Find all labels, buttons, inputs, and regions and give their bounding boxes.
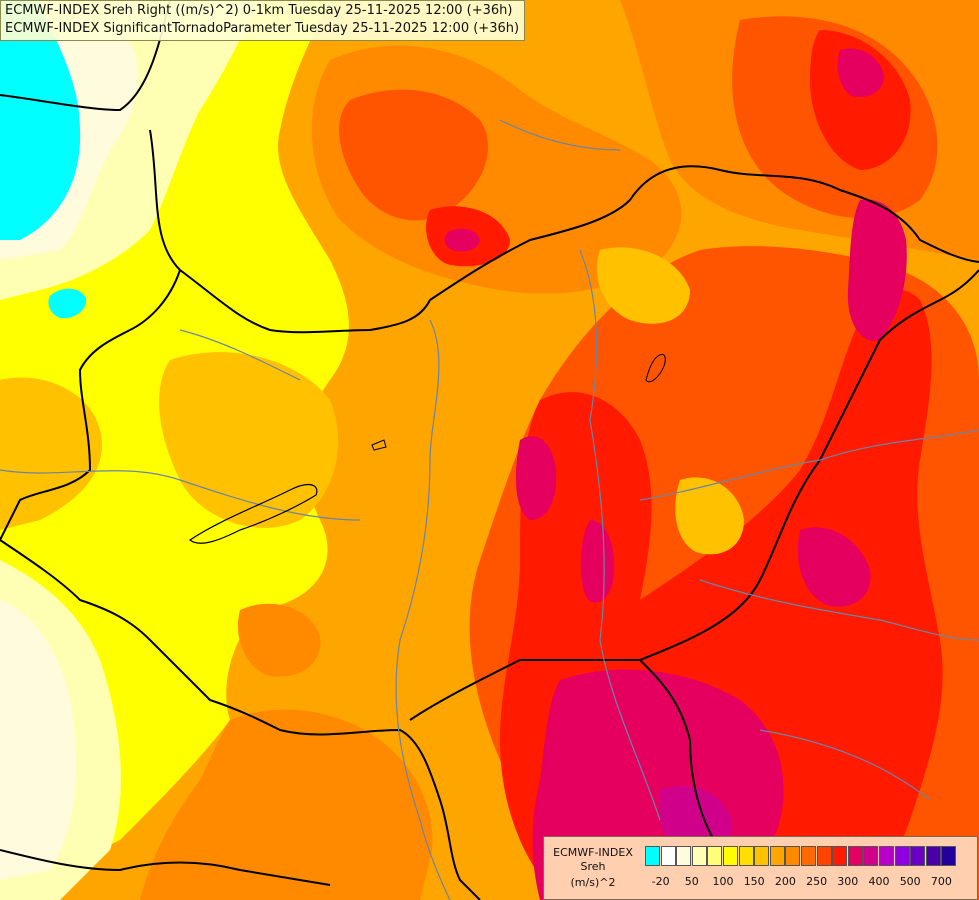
legend-swatch [879, 846, 894, 866]
field-crimson-center [515, 436, 557, 520]
title-line-sreh: ECMWF-INDEX Sreh Right ((m/s)^2) 0-1km T… [5, 3, 513, 18]
field-red-orange-north [339, 89, 489, 221]
legend-tick-label: 200 [774, 875, 796, 888]
legend-swatch [645, 846, 660, 866]
legend-swatch [910, 846, 926, 866]
river-4 [639, 429, 979, 501]
border-southeast [0, 849, 331, 886]
legend-swatch [832, 846, 848, 866]
rivers [0, 119, 979, 900]
field-cream-sw [0, 600, 76, 880]
legend-tick-label: -20 [651, 875, 670, 888]
map-title-box: ECMWF-INDEX Sreh Right ((m/s)^2) 0-1km T… [0, 0, 526, 41]
legend-tick-label: 300 [837, 875, 859, 888]
legend-variable: Sreh [580, 860, 606, 873]
legend-swatch [863, 846, 879, 866]
legend-swatch [894, 846, 910, 866]
field-orange-light-mid-2 [675, 477, 744, 555]
legend-swatch [785, 846, 801, 866]
field-crimson-east-strip [847, 199, 907, 341]
legend-swatch [847, 846, 863, 866]
color-legend: ECMWF-INDEX Sreh (m/s)^2 -20 50 100 150 200 2… [543, 836, 978, 900]
field-cyan-nw [0, 0, 81, 240]
title-line-stp: ECMWF-INDEX SignificantTornadoParameter … [5, 21, 520, 36]
river-3 [0, 469, 361, 521]
legend-swatch [816, 846, 832, 866]
field-cyan-small [48, 288, 87, 319]
legend-tick-label: 250 [806, 875, 828, 888]
field-red-ne [810, 30, 911, 170]
field-crimson-center-2 [580, 520, 615, 603]
field-orange-dark-sw-2 [237, 603, 321, 677]
border-west [0, 269, 181, 541]
river-2 [579, 249, 661, 821]
legend-swatch [941, 846, 957, 866]
lake-small-1 [371, 439, 387, 451]
legend-swatch [660, 846, 676, 866]
river-8 [759, 729, 931, 801]
field-crimson-east-spot [797, 527, 871, 607]
river-1 [395, 319, 451, 900]
legend-tick-label: 500 [899, 875, 921, 888]
legend-swatch [801, 846, 816, 866]
lake-balaton [188, 483, 318, 544]
legend-swatch [754, 846, 770, 866]
river-7 [499, 119, 621, 151]
legend-unit: (m/s)^2 [570, 876, 616, 889]
legend-source: ECMWF-INDEX [553, 846, 633, 859]
lake-small-2 [645, 353, 666, 383]
field-crimson-ne [837, 48, 884, 98]
border-southwest [0, 539, 481, 900]
legend-tick-label: 700 [930, 875, 952, 888]
legend-tick-label: 150 [743, 875, 765, 888]
legend-tick-label: 100 [712, 875, 734, 888]
legend-swatch [691, 846, 707, 866]
legend-swatch [769, 846, 785, 866]
river-6 [179, 329, 301, 381]
river-5 [699, 579, 979, 641]
border-east [639, 269, 979, 661]
legend-swatch [738, 846, 754, 866]
legend-tick-label: 50 [684, 875, 699, 888]
legend-tick-label: 400 [868, 875, 890, 888]
border-north-2 [149, 129, 979, 334]
legend-swatch [925, 846, 941, 866]
field-crimson-north-spot [444, 228, 480, 252]
field-orange-dark-sw [140, 709, 433, 900]
legend-swatch [723, 846, 738, 866]
field-orange-light-west [159, 352, 339, 528]
legend-swatch [707, 846, 723, 866]
field-orange-light-west-2 [0, 377, 102, 530]
field-orange-light-mid [596, 247, 690, 324]
legend-swatch [676, 846, 692, 866]
